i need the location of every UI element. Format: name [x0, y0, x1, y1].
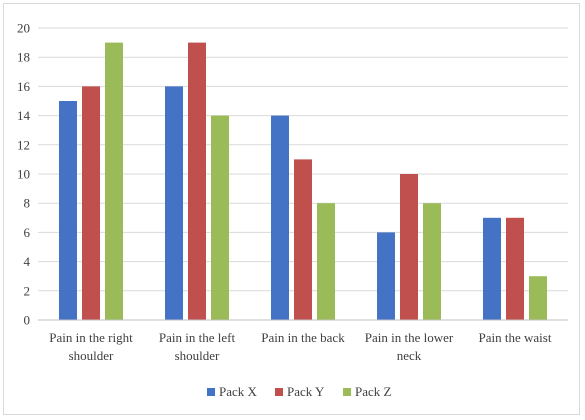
- bar-pack-y: [294, 159, 312, 320]
- y-tick-label: 4: [24, 254, 31, 269]
- bar-pack-z: [105, 42, 123, 320]
- category-label: Pain the waist: [479, 330, 552, 345]
- bar-pack-x: [483, 217, 501, 320]
- y-tick-label: 16: [17, 79, 31, 94]
- category-labels: Pain in the right shoulder Pain in the lef…: [49, 330, 552, 363]
- bar-pack-z: [529, 276, 547, 320]
- category-label: shoulder: [69, 348, 114, 363]
- y-tick-label: 14: [17, 108, 31, 123]
- y-tick-label: 18: [17, 50, 30, 65]
- category-label: shoulder: [175, 348, 220, 363]
- y-tick-label: 2: [24, 283, 31, 298]
- bar-pack-y: [188, 42, 206, 320]
- grid-lines: [38, 27, 568, 292]
- bar-pack-z: [211, 115, 229, 320]
- bar-pack-z: [423, 203, 441, 320]
- bar-pack-y: [82, 86, 100, 321]
- category-label: Pain in the lower: [365, 330, 454, 345]
- bar-pack-x: [377, 232, 395, 320]
- legend: Pack X Pack Y Pack Z: [207, 384, 392, 399]
- y-tick-label: 20: [17, 21, 30, 36]
- bar-pack-x: [165, 86, 183, 321]
- legend-swatch: [207, 388, 215, 396]
- legend-swatch: [343, 388, 351, 396]
- y-tick-label: 6: [24, 225, 31, 240]
- category-label: Pain in the left: [159, 330, 236, 345]
- bar-pack-y: [506, 217, 524, 320]
- legend-swatch: [275, 388, 283, 396]
- legend-label: Pack X: [219, 384, 258, 399]
- y-axis-ticks: 0 2 4 6 8 10 12 14 16 18 20: [17, 21, 31, 328]
- bars: [59, 42, 547, 321]
- category-label: Pain in the back: [261, 330, 345, 345]
- legend-label: Pack Z: [355, 384, 392, 399]
- category-label: Pain in the right: [49, 330, 133, 345]
- y-tick-label: 12: [17, 137, 30, 152]
- bar-pack-x: [59, 101, 77, 320]
- bar-pack-z: [317, 203, 335, 320]
- y-tick-label: 8: [24, 196, 31, 211]
- y-tick-label: 0: [24, 313, 31, 328]
- bar-pack-y: [400, 174, 418, 320]
- legend-label: Pack Y: [287, 384, 325, 399]
- y-tick-label: 10: [17, 167, 30, 182]
- category-label: neck: [397, 348, 422, 363]
- bar-pack-x: [271, 115, 289, 320]
